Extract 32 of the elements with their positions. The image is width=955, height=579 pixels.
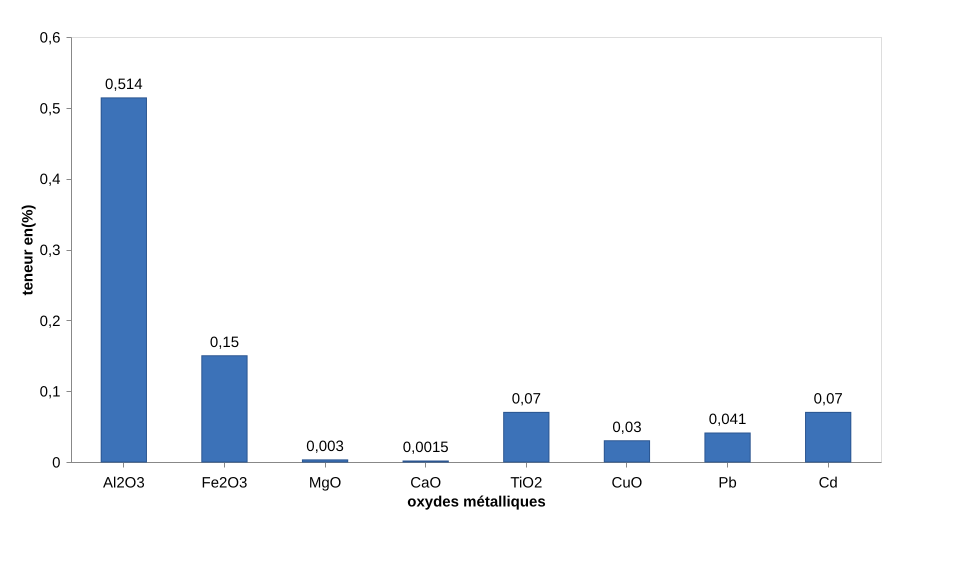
y-tick-label: 0,6 xyxy=(40,30,60,46)
y-tick-label: 0,1 xyxy=(40,384,60,401)
bar xyxy=(805,412,852,462)
data-label: 0,514 xyxy=(105,76,143,93)
x-tick-label: Fe2O3 xyxy=(202,474,248,492)
data-label: 0,041 xyxy=(708,410,746,428)
data-label: 0,15 xyxy=(210,334,240,351)
y-axis-title: teneur en(%) xyxy=(20,204,37,296)
x-tick-label: CuO xyxy=(612,474,642,492)
x-tick-label: MgO xyxy=(308,474,342,492)
y-tick-label: 0,3 xyxy=(40,242,60,259)
bar xyxy=(201,355,248,462)
y-tick-label: 0,5 xyxy=(40,100,60,118)
data-label: 0,0015 xyxy=(402,438,449,456)
bar xyxy=(604,440,650,462)
data-label: 0,07 xyxy=(512,390,541,408)
bar xyxy=(704,432,751,462)
x-tick-label: TiO2 xyxy=(510,474,542,492)
x-tick-label: Cd xyxy=(818,474,838,492)
x-tick-label: Al2O3 xyxy=(102,474,145,492)
data-label: 0,003 xyxy=(306,438,344,455)
bar xyxy=(100,97,147,462)
y-tick-label: 0,4 xyxy=(40,171,60,188)
bar xyxy=(503,412,550,462)
bar xyxy=(302,459,348,462)
x-tick-label: Pb xyxy=(718,474,737,492)
y-tick-label: 0 xyxy=(52,454,60,472)
data-label: 0,03 xyxy=(612,418,642,436)
x-axis-title: oxydes métalliques xyxy=(407,494,546,510)
data-label: 0,07 xyxy=(814,390,843,408)
x-tick-label: CaO xyxy=(410,474,442,492)
y-tick-label: 0,2 xyxy=(40,312,60,330)
